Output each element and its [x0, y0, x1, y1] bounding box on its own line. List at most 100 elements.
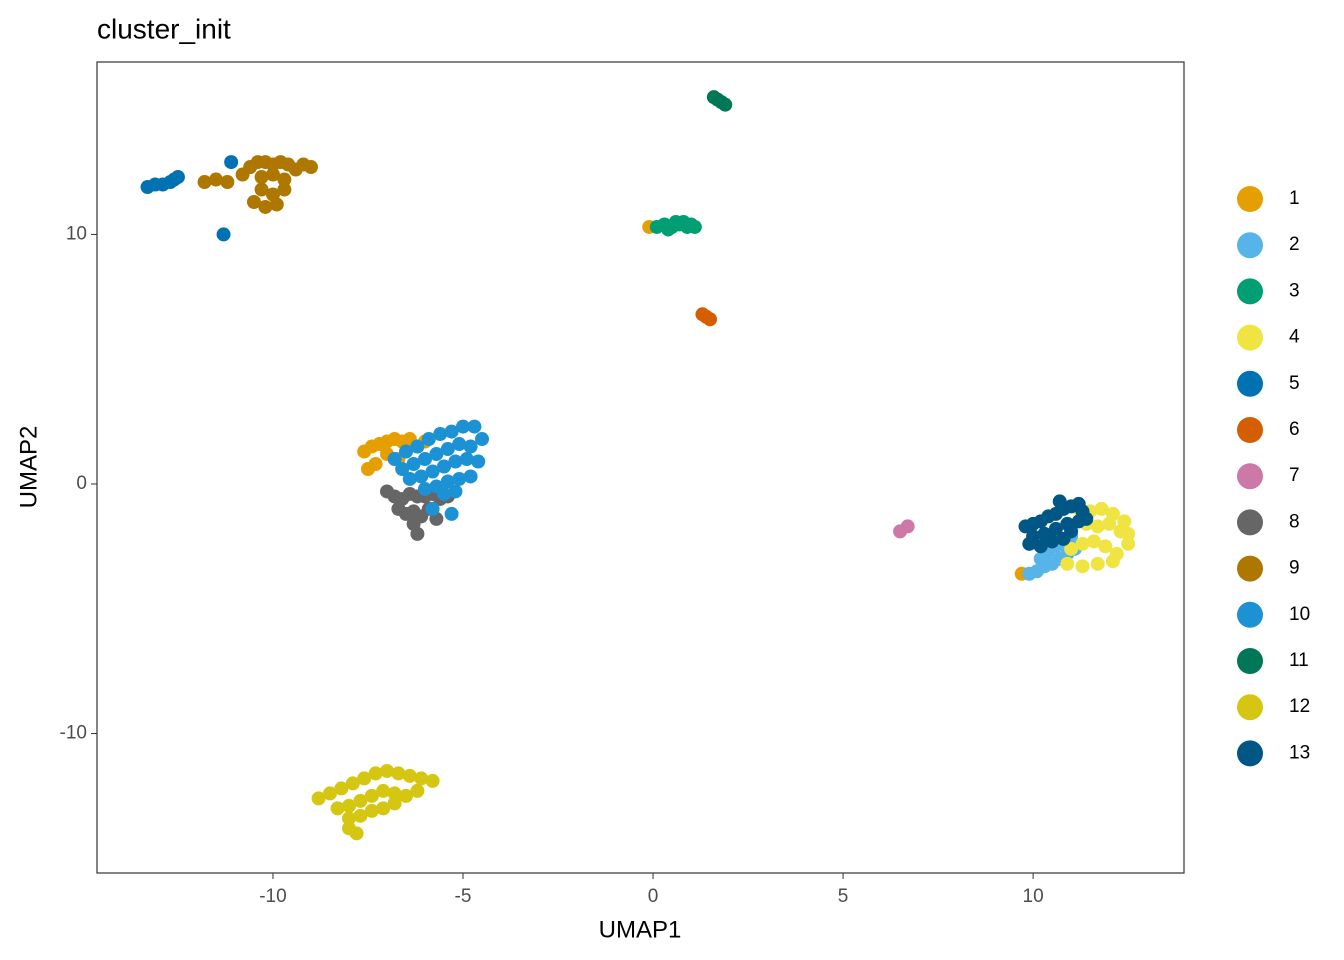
legend-label: 5: [1289, 373, 1300, 394]
point: [387, 786, 402, 801]
point: [224, 155, 239, 170]
legend-key: [1237, 417, 1263, 443]
point: [379, 763, 394, 778]
point: [1052, 494, 1067, 509]
point: [448, 484, 463, 499]
legend-key: [1237, 186, 1263, 212]
point: [277, 172, 292, 187]
point: [269, 197, 284, 212]
x-tick-label: 0: [648, 886, 659, 907]
point: [349, 826, 364, 841]
point: [360, 461, 375, 476]
point: [421, 432, 436, 447]
point: [311, 791, 326, 806]
point: [353, 808, 368, 823]
point: [410, 439, 425, 454]
point: [265, 167, 280, 182]
point: [440, 442, 455, 457]
point: [341, 798, 356, 813]
point: [1090, 519, 1105, 534]
point: [277, 182, 292, 197]
point: [414, 771, 429, 786]
point: [456, 419, 471, 434]
legend-key: [1237, 648, 1263, 674]
point: [437, 486, 452, 501]
point: [414, 469, 429, 484]
legend-key: [1237, 509, 1263, 536]
legend-label: 4: [1289, 327, 1300, 348]
point: [364, 788, 379, 803]
point: [387, 452, 402, 467]
point: [322, 786, 337, 801]
point: [448, 454, 463, 469]
point: [368, 766, 383, 781]
legend-key: [1237, 601, 1263, 628]
point: [254, 170, 269, 185]
point: [1105, 554, 1120, 569]
point: [1094, 501, 1109, 516]
point: [1022, 536, 1037, 551]
point: [425, 464, 440, 479]
legend-key: [1237, 370, 1263, 397]
point: [1090, 556, 1105, 571]
point: [463, 469, 478, 484]
point: [402, 768, 417, 783]
point: [900, 519, 915, 534]
point: [208, 172, 223, 187]
legend-label: 7: [1289, 465, 1300, 486]
point: [1075, 559, 1090, 574]
point: [440, 474, 455, 489]
x-axis-title: UMAP1: [599, 916, 682, 943]
point: [410, 783, 425, 798]
point: [353, 793, 368, 808]
point: [418, 481, 433, 496]
legend-label: 8: [1289, 511, 1300, 532]
legend-label: 2: [1289, 234, 1300, 255]
point: [425, 501, 440, 516]
point: [1075, 536, 1090, 551]
point: [452, 437, 467, 452]
point: [398, 444, 413, 459]
legend-key: [1237, 232, 1263, 259]
legend-label: 10: [1289, 604, 1310, 625]
legend-key: [1237, 555, 1263, 582]
legend-key: [1237, 278, 1263, 305]
point: [437, 459, 452, 474]
point: [475, 432, 490, 447]
point: [330, 801, 345, 816]
legend-label: 9: [1289, 558, 1300, 579]
point: [246, 194, 261, 209]
point: [463, 439, 478, 454]
point: [1102, 516, 1117, 531]
point: [345, 776, 360, 791]
point: [398, 788, 413, 803]
point: [410, 526, 425, 541]
point: [406, 457, 421, 472]
legend-label: 6: [1289, 419, 1300, 440]
point: [1098, 539, 1113, 554]
legend-key: [1237, 463, 1263, 490]
y-tick-label: 10: [66, 223, 87, 244]
point: [429, 447, 444, 462]
legend-label: 12: [1289, 696, 1310, 717]
point: [357, 771, 372, 786]
point: [197, 175, 212, 190]
point: [376, 783, 391, 798]
point: [167, 172, 182, 187]
point: [433, 427, 448, 442]
legend-key: [1237, 324, 1263, 351]
point: [418, 452, 433, 467]
point: [467, 419, 482, 434]
point: [1079, 511, 1094, 526]
point: [220, 175, 235, 190]
point: [444, 506, 459, 521]
point: [1086, 534, 1101, 549]
legend-key: [1237, 740, 1263, 767]
point: [471, 454, 486, 469]
x-tick-label: -5: [455, 886, 472, 907]
point: [1113, 524, 1128, 539]
y-tick-label: 0: [76, 473, 87, 494]
panel-border: [96, 61, 1185, 874]
